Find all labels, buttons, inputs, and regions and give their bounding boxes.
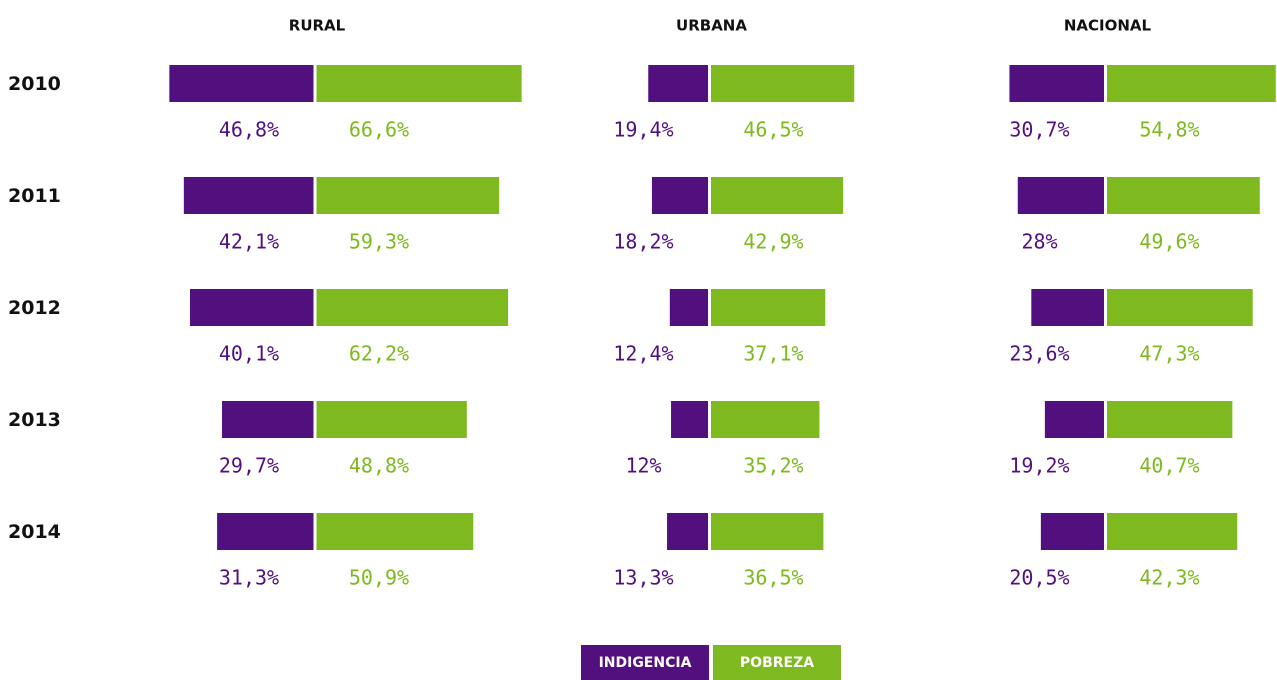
value-label: 49,6% — [1139, 230, 1199, 254]
legend-label: INDIGENCIA — [599, 655, 692, 671]
value-label: 40,1% — [219, 342, 279, 366]
value-label: 42,3% — [1139, 566, 1199, 590]
indigencia-bar — [651, 177, 708, 214]
value-label: 19,4% — [613, 118, 673, 142]
indigencia-bar — [189, 289, 314, 326]
indigencia-bar — [183, 177, 314, 214]
year-label: 2010 — [8, 73, 61, 95]
pobreza-bar — [316, 513, 474, 550]
panel-title: URBANA — [676, 17, 747, 35]
legend-swatch — [713, 645, 841, 680]
value-label: 30,7% — [1009, 118, 1069, 142]
pobreza-bar — [316, 177, 500, 214]
value-label: 54,8% — [1139, 118, 1199, 142]
value-label: 47,3% — [1139, 342, 1199, 366]
year-label: 2013 — [8, 409, 61, 431]
indigencia-bar — [667, 513, 708, 550]
indigencia-bar — [169, 65, 314, 102]
pobreza-bar — [711, 513, 824, 550]
indigencia-bar — [648, 65, 708, 102]
pobreza-bar — [711, 289, 826, 326]
pobreza-bar — [316, 289, 509, 326]
pobreza-bar — [1107, 513, 1238, 550]
value-label: 28% — [1021, 230, 1057, 254]
value-label: 23,6% — [1009, 342, 1069, 366]
panel-title: NACIONAL — [1064, 17, 1152, 35]
pobreza-bar — [711, 177, 844, 214]
value-label: 18,2% — [613, 230, 673, 254]
value-label: 66,6% — [349, 118, 409, 142]
value-label: 46,8% — [219, 118, 279, 142]
pobreza-bar — [1107, 65, 1276, 102]
value-label: 20,5% — [1009, 566, 1069, 590]
value-label: 42,1% — [219, 230, 279, 254]
value-label: 62,2% — [349, 342, 409, 366]
value-label: 42,9% — [743, 230, 803, 254]
value-label: 48,8% — [349, 454, 409, 478]
year-label: 2014 — [8, 521, 61, 543]
indigencia-bar — [1040, 513, 1104, 550]
pobreza-bar — [1107, 177, 1260, 214]
value-label: 36,5% — [743, 566, 803, 590]
indigencia-bar — [671, 401, 708, 438]
pobreza-bar — [1107, 401, 1233, 438]
indigencia-bar — [1044, 401, 1104, 438]
pobreza-bar — [1107, 289, 1253, 326]
pobreza-bar — [711, 401, 820, 438]
value-label: 40,7% — [1139, 454, 1199, 478]
value-label: 19,2% — [1009, 454, 1069, 478]
value-label: 37,1% — [743, 342, 803, 366]
panel-title: RURAL — [289, 17, 346, 35]
value-label: 31,3% — [219, 566, 279, 590]
year-label: 2012 — [8, 297, 61, 319]
legend-label: POBREZA — [740, 655, 814, 671]
value-label: 12% — [625, 454, 661, 478]
indigencia-bar — [217, 513, 314, 550]
indigencia-bar — [222, 401, 314, 438]
value-label: 29,7% — [219, 454, 279, 478]
indigencia-bar — [1017, 177, 1104, 214]
legend-swatch — [581, 645, 709, 680]
indigencia-bar — [1031, 289, 1104, 326]
value-label: 50,9% — [349, 566, 409, 590]
value-label: 35,2% — [743, 454, 803, 478]
pobreza-bar — [316, 65, 522, 102]
indigencia-bar — [1009, 65, 1104, 102]
indigencia-bar — [669, 289, 708, 326]
pobreza-bar — [711, 65, 855, 102]
value-label: 13,3% — [613, 566, 673, 590]
value-label: 46,5% — [743, 118, 803, 142]
pobreza-bar — [316, 401, 467, 438]
value-label: 59,3% — [349, 230, 409, 254]
year-label: 2011 — [8, 185, 61, 207]
value-label: 12,4% — [613, 342, 673, 366]
